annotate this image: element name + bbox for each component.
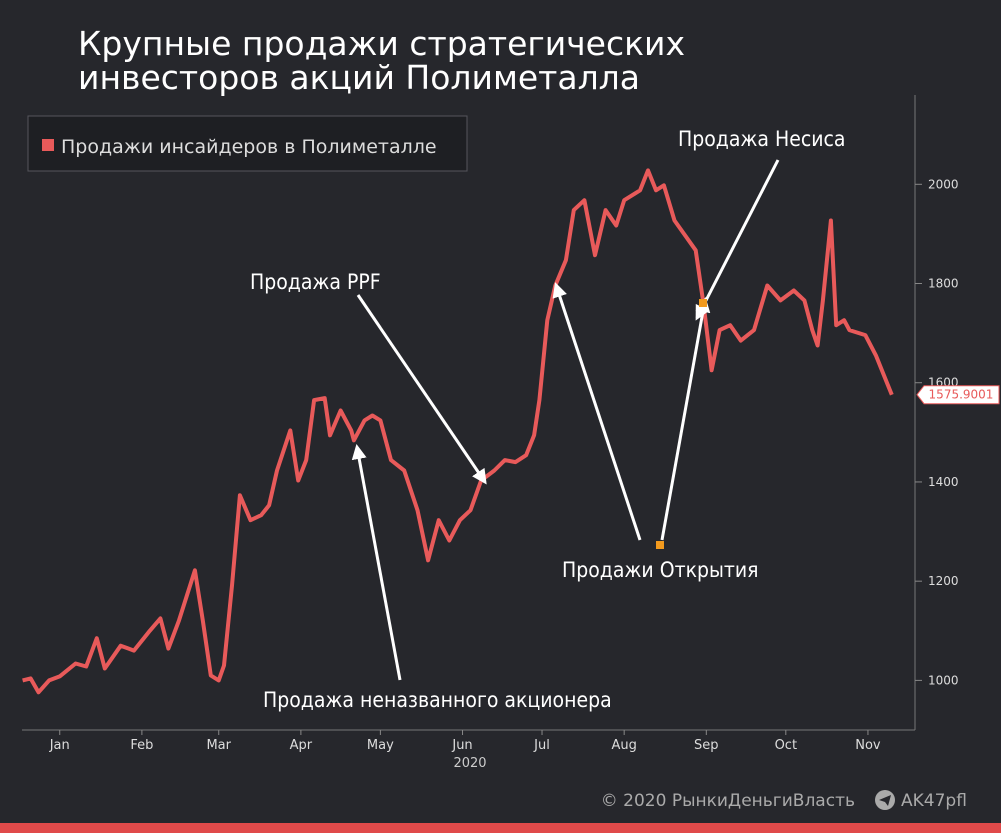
x-tick-label: Nov	[855, 738, 881, 753]
chart-title: Крупные продажи стратегических	[78, 24, 685, 63]
x-tick-label: Mar	[206, 738, 231, 753]
x-tick-label: May	[367, 738, 394, 753]
last-value-box	[916, 385, 1000, 405]
y-tick-label: 1800	[928, 277, 959, 291]
chart-title: инвесторов акций Полиметалла	[78, 58, 640, 97]
footer: © 2020 РынкиДеньгиВласть	[601, 791, 855, 811]
annotation: Продажи Открытия	[562, 558, 759, 582]
y-tick-label: 2000	[928, 177, 959, 191]
bottom-strip	[0, 823, 1001, 833]
arrow	[356, 294, 487, 485]
x-tick-label: Aug	[611, 738, 636, 753]
y-tick-label: 1000	[928, 673, 959, 687]
x-tick-label: Jul	[533, 738, 550, 753]
x-tick-label: Apr	[290, 738, 313, 753]
arrow	[660, 297, 711, 541]
telegram-icon	[879, 795, 891, 806]
x-tick-label: Feb	[130, 738, 153, 753]
footer: AK47pfl	[901, 791, 967, 811]
arrow	[695, 159, 780, 321]
x-tick-label: Jan	[49, 738, 70, 753]
arrow	[552, 282, 642, 541]
last-value-label: 1575.9001	[929, 388, 994, 402]
marker	[656, 541, 664, 549]
legend-swatch	[42, 139, 54, 151]
x-tick-label: Oct	[775, 738, 797, 753]
x-tick-label: Sep	[694, 738, 719, 753]
arrow	[351, 444, 402, 681]
y-tick-label: 1400	[928, 475, 959, 489]
x-tick-label: Jun	[451, 738, 472, 753]
annotation: Продажа Несиса	[678, 127, 845, 151]
annotation: Продажа PPF	[250, 270, 381, 294]
marker	[699, 299, 707, 307]
line	[22, 168, 894, 695]
y-tick-label: 1200	[928, 574, 959, 588]
x-axis-label: 2020	[453, 756, 486, 771]
legend-label: Продажи инсайдеров в Полиметалле	[61, 136, 437, 158]
annotation: Продажа неназванного акционера	[263, 688, 612, 712]
legend-box	[27, 115, 468, 172]
